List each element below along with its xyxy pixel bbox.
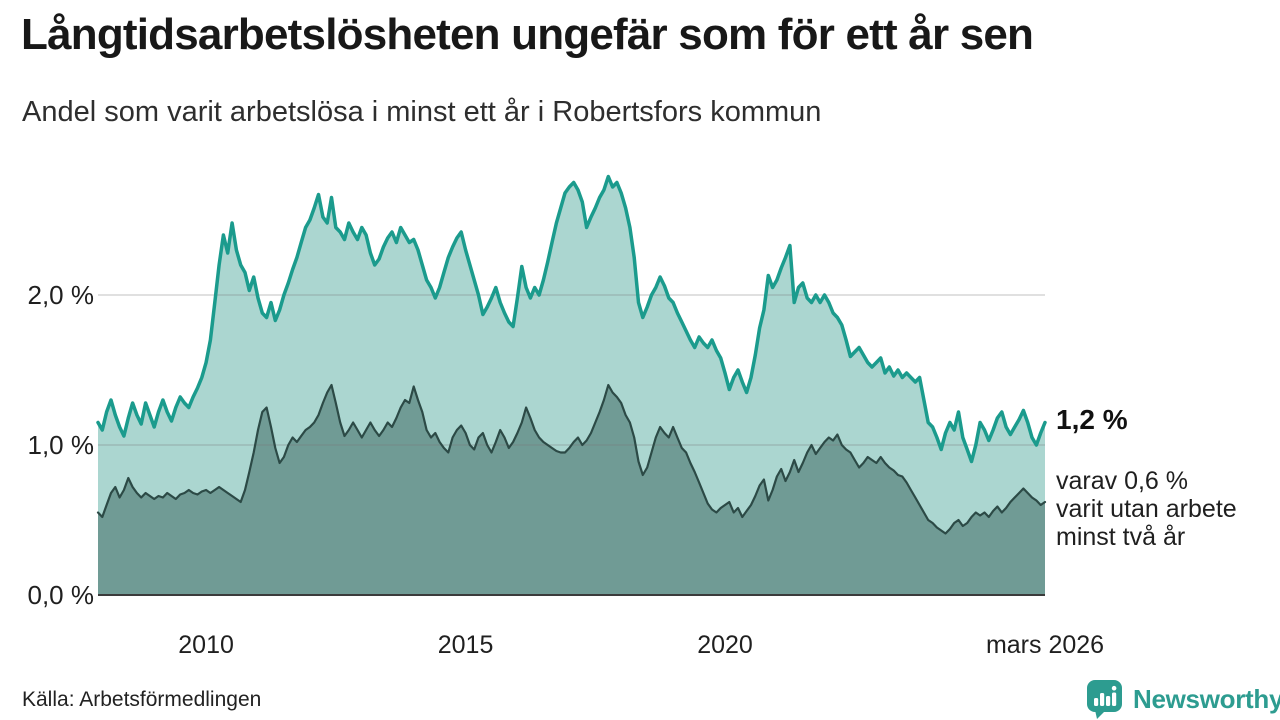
source-note: Källa: Arbetsförmedlingen [22,688,262,711]
y-tick-label: 2,0 % [27,280,95,310]
annotation-line: minst två år [1056,523,1186,551]
annotation-line: varit utan arbete [1056,495,1237,523]
y-tick-label: 1,0 % [27,430,95,460]
x-tick-label: 2010 [178,631,234,659]
end-value-annotation: varav 0,6 % varit utan arbete minst två … [1056,467,1237,551]
annotation-line: varav 0,6 % [1056,467,1189,495]
brand-footer: Newsworthy [1086,679,1280,720]
page-subtitle: Andel som varit arbetslösa i minst ett å… [22,96,822,128]
y-tick-label: 0,0 % [27,580,95,610]
x-tick-label: mars 2026 [985,631,1105,659]
end-value-label: 1,2 % [1056,404,1128,435]
x-tick-label: 2020 [697,631,753,659]
brand-wordmark: Newsworthy [1133,684,1280,714]
x-tick-label: 2015 [437,631,494,659]
newsworthy-logo-icon [1087,680,1122,719]
page-title: Långtidsarbetslösheten ungefär som för e… [21,10,1034,59]
